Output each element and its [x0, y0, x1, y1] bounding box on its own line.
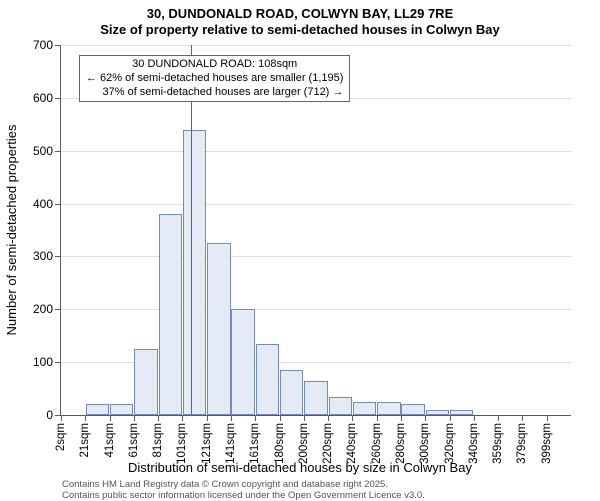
- footnote-2: Contains public sector information licen…: [62, 490, 425, 501]
- x-tick-label: 101sqm: [176, 423, 188, 464]
- x-tick: [377, 415, 378, 421]
- histogram-bar: [134, 349, 157, 415]
- histogram-bar: [426, 410, 449, 415]
- histogram-bar: [207, 243, 230, 415]
- x-tick: [547, 415, 548, 421]
- chart-title-line2: Size of property relative to semi-detach…: [0, 22, 600, 37]
- y-tick-label: 400: [13, 197, 53, 211]
- x-tick: [134, 415, 135, 421]
- x-tick: [352, 415, 353, 421]
- histogram-bar: [280, 370, 303, 415]
- histogram-bar: [329, 397, 352, 416]
- x-tick: [328, 415, 329, 421]
- x-tick-label: 21sqm: [79, 423, 91, 458]
- y-tick: [55, 309, 61, 310]
- x-tick: [304, 415, 305, 421]
- x-tick: [61, 415, 62, 421]
- x-tick: [207, 415, 208, 421]
- x-tick-label: 81sqm: [152, 423, 164, 458]
- x-tick: [450, 415, 451, 421]
- x-tick: [255, 415, 256, 421]
- x-tick: [401, 415, 402, 421]
- x-tick: [522, 415, 523, 421]
- x-tick: [85, 415, 86, 421]
- gridline: [61, 45, 571, 46]
- x-tick-label: 41sqm: [104, 423, 116, 458]
- annotation-line: ← 62% of semi-detached houses are smalle…: [86, 72, 343, 86]
- y-tick-label: 0: [13, 408, 53, 422]
- x-tick-label: 161sqm: [249, 423, 261, 464]
- histogram-bar: [183, 130, 206, 415]
- y-tick: [55, 256, 61, 257]
- y-tick: [55, 151, 61, 152]
- x-axis-title: Distribution of semi-detached houses by …: [0, 460, 600, 475]
- x-tick: [280, 415, 281, 421]
- x-tick: [498, 415, 499, 421]
- y-tick-label: 500: [13, 144, 53, 158]
- footnote-1: Contains HM Land Registry data © Crown c…: [62, 479, 388, 490]
- x-tick-label: 121sqm: [201, 423, 213, 464]
- x-tick: [110, 415, 111, 421]
- y-tick-label: 200: [13, 302, 53, 316]
- histogram-bar: [353, 402, 376, 415]
- x-tick-label: 379sqm: [516, 423, 528, 464]
- histogram-bar: [159, 214, 182, 415]
- chart-title-line1: 30, DUNDONALD ROAD, COLWYN BAY, LL29 7RE: [0, 6, 600, 21]
- x-tick-label: 260sqm: [371, 423, 383, 464]
- gridline: [61, 309, 571, 310]
- x-tick-label: 240sqm: [346, 423, 358, 464]
- y-tick: [55, 98, 61, 99]
- histogram-bar: [304, 381, 327, 415]
- y-tick-label: 100: [13, 355, 53, 369]
- histogram-bar: [231, 309, 254, 415]
- histogram-bar: [110, 404, 133, 415]
- x-tick-label: 200sqm: [298, 423, 310, 464]
- plot-area: 01002003004005006007002sqm21sqm41sqm61sq…: [60, 45, 571, 416]
- y-tick: [55, 45, 61, 46]
- x-tick-label: 61sqm: [128, 423, 140, 458]
- annotation-line: 37% of semi-detached houses are larger (…: [86, 86, 343, 100]
- y-tick-label: 600: [13, 91, 53, 105]
- y-tick: [55, 362, 61, 363]
- x-tick: [231, 415, 232, 421]
- y-tick-label: 300: [13, 249, 53, 263]
- histogram-bar: [377, 402, 400, 415]
- x-tick-label: 399sqm: [541, 423, 553, 464]
- x-tick: [158, 415, 159, 421]
- x-tick: [182, 415, 183, 421]
- histogram-bar: [401, 404, 424, 415]
- x-tick-label: 280sqm: [395, 423, 407, 464]
- x-tick-label: 300sqm: [419, 423, 431, 464]
- x-tick-label: 2sqm: [55, 423, 67, 451]
- x-tick-label: 340sqm: [468, 423, 480, 464]
- x-tick-label: 141sqm: [225, 423, 237, 464]
- x-tick-label: 320sqm: [444, 423, 456, 464]
- annotation-box: 30 DUNDONALD ROAD: 108sqm← 62% of semi-d…: [79, 55, 350, 102]
- y-tick: [55, 204, 61, 205]
- gridline: [61, 204, 571, 205]
- chart-container: 30, DUNDONALD ROAD, COLWYN BAY, LL29 7RE…: [0, 0, 600, 500]
- x-tick-label: 220sqm: [322, 423, 334, 464]
- histogram-bar: [86, 404, 109, 415]
- x-tick: [425, 415, 426, 421]
- y-tick-label: 700: [13, 38, 53, 52]
- gridline: [61, 256, 571, 257]
- histogram-bar: [450, 410, 473, 415]
- x-tick-label: 180sqm: [274, 423, 286, 464]
- gridline: [61, 151, 571, 152]
- x-tick: [474, 415, 475, 421]
- x-tick-label: 359sqm: [492, 423, 504, 464]
- annotation-line: 30 DUNDONALD ROAD: 108sqm: [86, 58, 343, 72]
- histogram-bar: [256, 344, 279, 415]
